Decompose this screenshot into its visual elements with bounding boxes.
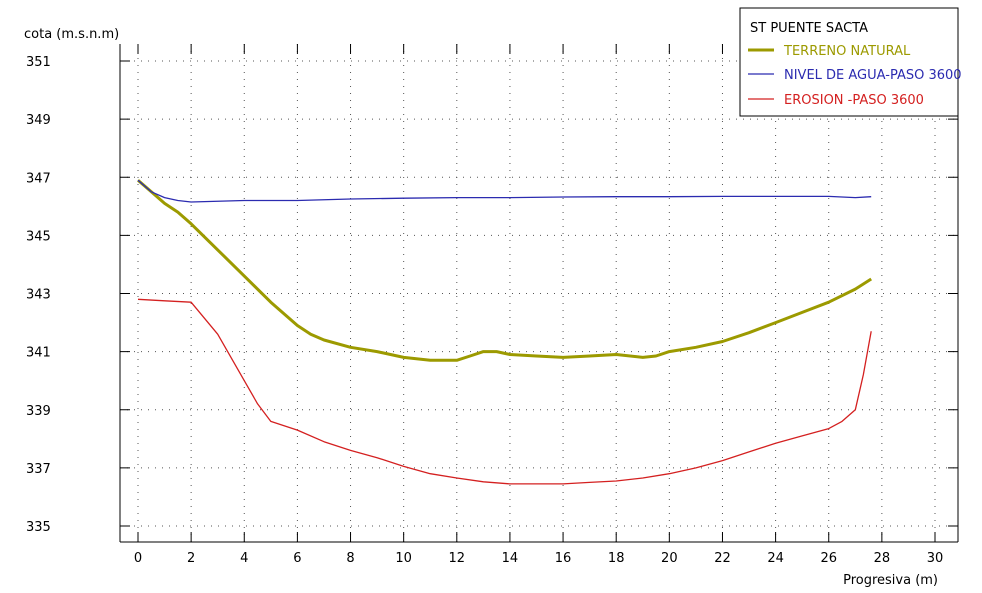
y-tick-label: 345 (26, 229, 51, 244)
series-line-2 (137, 179, 872, 203)
y-tick-label: 335 (26, 520, 51, 535)
x-tick-label: 26 (820, 551, 837, 566)
x-tick-label: 30 (927, 551, 944, 566)
series-lines (137, 179, 873, 485)
x-tick-label: 14 (502, 551, 519, 566)
x-tick-label: 4 (240, 551, 248, 566)
series-line-3 (137, 298, 872, 485)
x-tick-label: 2 (187, 551, 195, 566)
grid (120, 44, 958, 542)
x-tick-label: 12 (449, 551, 466, 566)
x-axis-label: Progresiva (m) (843, 573, 938, 588)
y-tick-label: 343 (26, 288, 51, 303)
legend-label: EROSION -PASO 3600 (784, 93, 924, 108)
x-tick-label: 24 (767, 551, 784, 566)
y-tick-label: 349 (26, 113, 51, 128)
y-tick-label: 351 (26, 55, 51, 70)
axis-ticks: 0 2 4 6 8 10 12 14 16 18 20 22 24 26 28 303353373393413… (26, 44, 958, 566)
x-tick-label: 28 (874, 551, 891, 566)
x-tick-label: 10 (395, 551, 412, 566)
plot-frame (119, 44, 959, 543)
series-line-1 (137, 179, 873, 362)
y-tick-label: 337 (26, 462, 51, 477)
legend-box (739, 7, 959, 117)
x-tick-label: 22 (714, 551, 731, 566)
x-tick-label: 16 (555, 551, 572, 566)
x-tick-label: 20 (661, 551, 678, 566)
x-tick-label: 18 (608, 551, 625, 566)
legend: ST PUENTE SACTA TERRENO NATURAL NIVEL DE … (739, 7, 962, 117)
x-tick-label: 6 (293, 551, 301, 566)
legend-label: NIVEL DE AGUA-PASO 3600 (784, 68, 962, 83)
legend-title: ST PUENTE SACTA (750, 21, 868, 36)
y-axis-label: cota (m.s.n.m) (24, 27, 119, 42)
x-tick-label: 0 (134, 551, 142, 566)
y-tick-label: 339 (26, 404, 51, 419)
y-tick-label: 341 (26, 346, 51, 361)
x-tick-label: 8 (346, 551, 354, 566)
legend-label: TERRENO NATURAL (783, 44, 911, 59)
y-tick-label: 347 (26, 171, 51, 186)
